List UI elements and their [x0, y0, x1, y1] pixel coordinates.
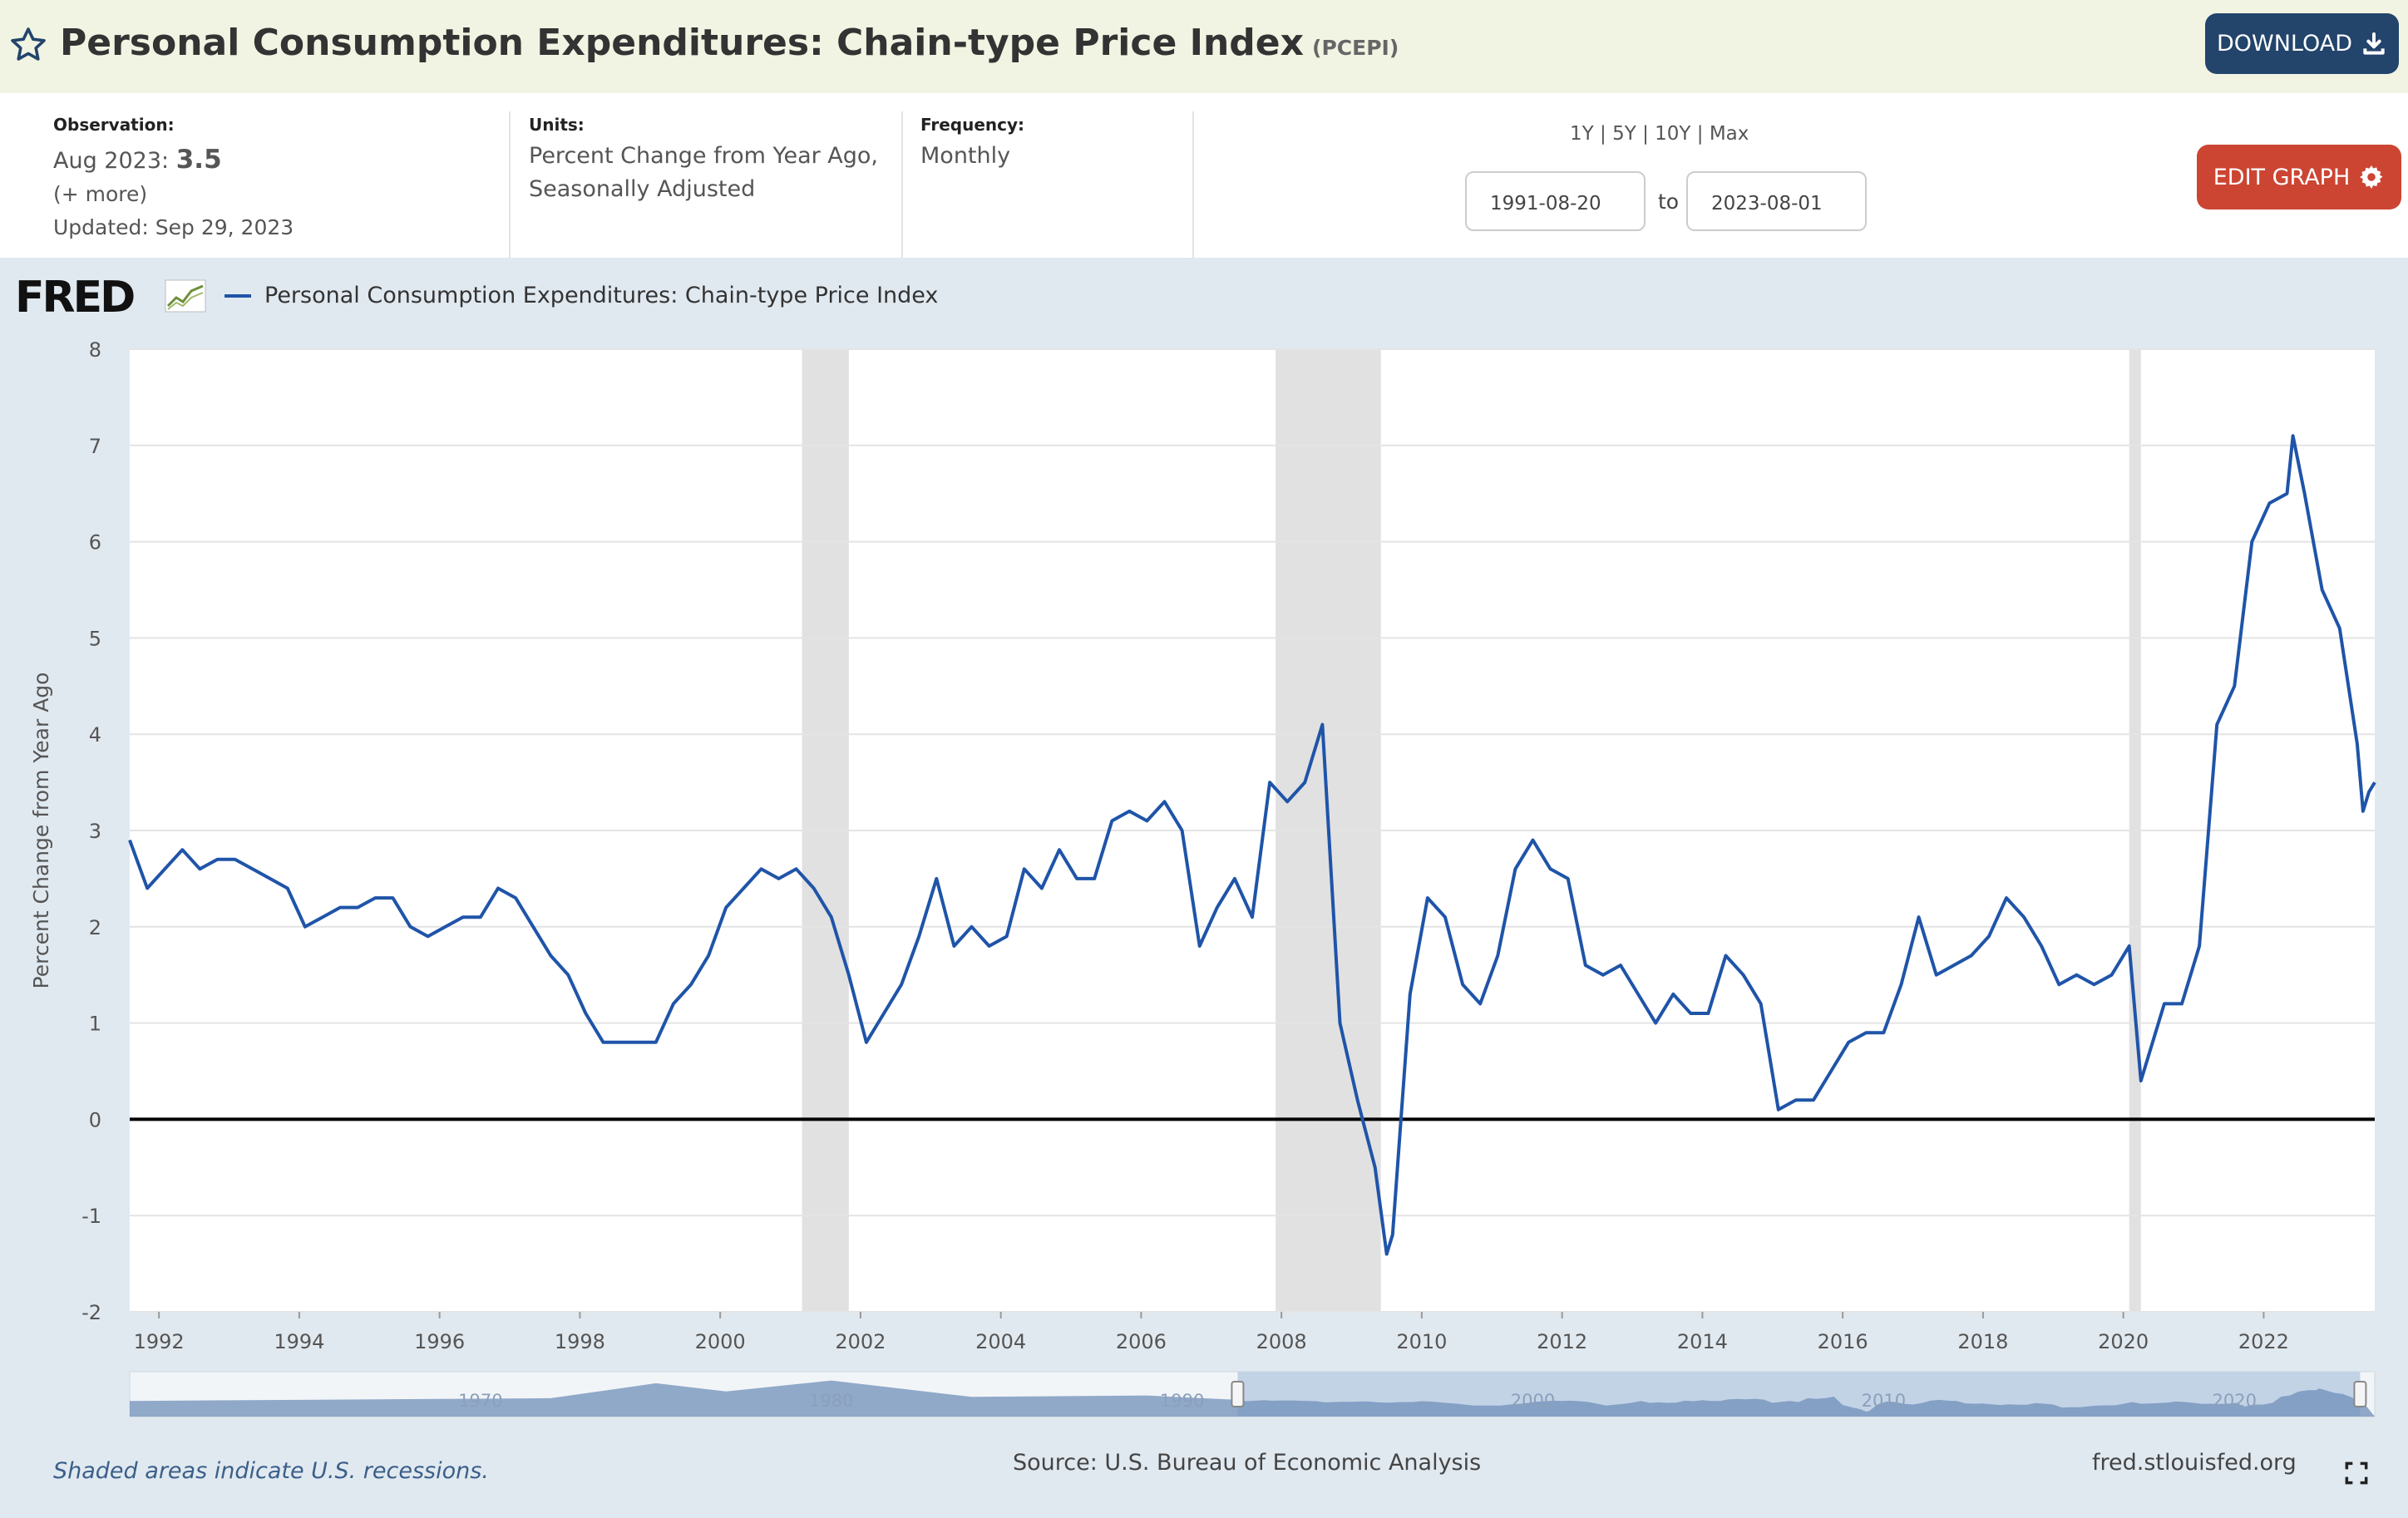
date-to-label: to	[1658, 190, 1680, 214]
navigator-label: 2000	[1511, 1391, 1555, 1411]
site-link[interactable]: fred.stlouisfed.org	[2092, 1450, 2297, 1476]
edit-graph-button[interactable]: EDIT GRAPH	[2197, 145, 2401, 209]
updated-date: Updated: Sep 29, 2023	[53, 215, 294, 239]
y-tick-label: 7	[89, 435, 101, 458]
range-separator: |	[1642, 123, 1649, 145]
range-max-link[interactable]: Max	[1709, 123, 1749, 145]
observation-value: 3.5	[175, 145, 222, 175]
graph-area: FRED Personal Consumption Expenditures: …	[0, 258, 2408, 1518]
range-5y-link[interactable]: 5Y	[1612, 123, 1636, 145]
navigator-area	[130, 1380, 2375, 1417]
frequency-value: Monthly	[920, 143, 1011, 169]
y-tick-label: 1	[89, 1013, 101, 1036]
navigator-handle[interactable]	[2353, 1381, 2367, 1407]
start-date-input[interactable]: 1991-08-20	[1465, 171, 1646, 231]
y-tick-label: 8	[89, 338, 101, 362]
x-tick-label: 2004	[975, 1330, 1026, 1353]
units-panel: Units: Percent Change from Year Ago, Sea…	[529, 93, 895, 258]
fred-logo[interactable]: FRED	[15, 273, 136, 323]
units-heading: Units:	[529, 115, 585, 135]
x-tick-label: 1998	[555, 1330, 605, 1353]
x-tick-label: 2018	[1957, 1330, 2008, 1353]
divider	[901, 111, 903, 258]
observation-date: Aug 2023:	[53, 148, 170, 174]
x-tick-label: 2022	[2238, 1330, 2289, 1353]
gear-icon	[2360, 165, 2383, 189]
x-tick-label: 1994	[274, 1330, 324, 1353]
fullscreen-icon[interactable]	[2345, 1461, 2368, 1485]
source-text: Source: U.S. Bureau of Economic Analysis	[1013, 1450, 1482, 1476]
x-tick-label: 2014	[1677, 1330, 1728, 1353]
series-line	[128, 434, 2376, 1256]
y-tick-label: 5	[89, 627, 101, 650]
range-separator: |	[1600, 123, 1606, 145]
x-tick-label: 2012	[1537, 1330, 1587, 1353]
frequency-heading: Frequency:	[920, 115, 1025, 135]
fred-chart-logo-icon	[165, 279, 206, 313]
observation-heading: Observation:	[53, 115, 175, 135]
range-1y-link[interactable]: 1Y	[1570, 123, 1594, 145]
range-separator: |	[1696, 123, 1704, 145]
navigator-handle[interactable]	[1231, 1381, 1245, 1407]
x-tick-label: 2010	[1396, 1330, 1447, 1353]
x-tick-label: 2016	[1818, 1330, 1868, 1353]
x-tick-label: 2002	[835, 1330, 886, 1353]
chart-legend: Personal Consumption Expenditures: Chain…	[225, 283, 938, 308]
more-observations-link[interactable]: (+ more)	[53, 182, 148, 206]
page-title: Personal Consumption Expenditures: Chain…	[60, 22, 1399, 64]
recession-note: Shaded areas indicate U.S. recessions.	[53, 1458, 489, 1484]
series-title: Personal Consumption Expenditures: Chain…	[60, 22, 1305, 64]
date-range-shortcuts: 1Y | 5Y | 10Y | Max	[1570, 123, 1749, 145]
edit-graph-label: EDIT GRAPH	[2213, 164, 2351, 190]
x-tick-label: 1992	[134, 1330, 185, 1353]
star-icon[interactable]	[8, 25, 48, 65]
y-tick-label: 0	[89, 1108, 101, 1131]
range-10y-link[interactable]: 10Y	[1655, 123, 1691, 145]
navigator-label: 1990	[1160, 1391, 1204, 1411]
y-axis-title: Percent Change from Year Ago	[29, 673, 53, 989]
y-tick-label: -1	[81, 1205, 101, 1228]
divider	[509, 111, 511, 258]
divider	[1192, 111, 1194, 258]
navigator-label: 2020	[2213, 1391, 2257, 1411]
line-chart[interactable]: -2 -1 0 1 2 3 4 5 6 7 8 1992 1994 1996 1998 2000 2002 200…	[0, 258, 2408, 1518]
download-button[interactable]: DOWNLOAD	[2205, 13, 2399, 74]
y-tick-label: 3	[89, 820, 101, 843]
y-tick-label: 4	[89, 723, 101, 747]
units-line-2: Seasonally Adjusted	[529, 176, 756, 202]
y-tick-label: -2	[81, 1301, 101, 1324]
x-tick-label: 2020	[2098, 1330, 2149, 1353]
observation-panel: Observation: Aug 2023: 3.5 (+ more) Upda…	[53, 93, 502, 258]
y-tick-label: 2	[89, 916, 101, 939]
x-tick-label: 2006	[1116, 1330, 1167, 1353]
end-date-input[interactable]: 2023-08-01	[1686, 171, 1867, 231]
title-bar: Personal Consumption Expenditures: Chain…	[0, 0, 2408, 93]
series-meta-bar: Observation: Aug 2023: 3.5 (+ more) Upda…	[0, 93, 2408, 258]
navigator-label: 1970	[458, 1391, 502, 1411]
download-icon	[2363, 32, 2385, 55]
legend-label: Personal Consumption Expenditures: Chain…	[264, 283, 939, 308]
x-tick-label: 2008	[1256, 1330, 1307, 1353]
download-label: DOWNLOAD	[2216, 31, 2353, 57]
units-line-1: Percent Change from Year Ago,	[529, 143, 879, 169]
navigator-label: 2010	[1862, 1391, 1906, 1411]
y-tick-label: 6	[89, 531, 101, 554]
x-tick-label: 2000	[695, 1330, 746, 1353]
legend-swatch	[225, 293, 251, 298]
navigator-label: 1980	[809, 1391, 853, 1411]
series-id: (PCEPI)	[1312, 36, 1399, 60]
x-tick-label: 1996	[414, 1330, 465, 1353]
frequency-panel: Frequency: Monthly	[920, 93, 1187, 258]
